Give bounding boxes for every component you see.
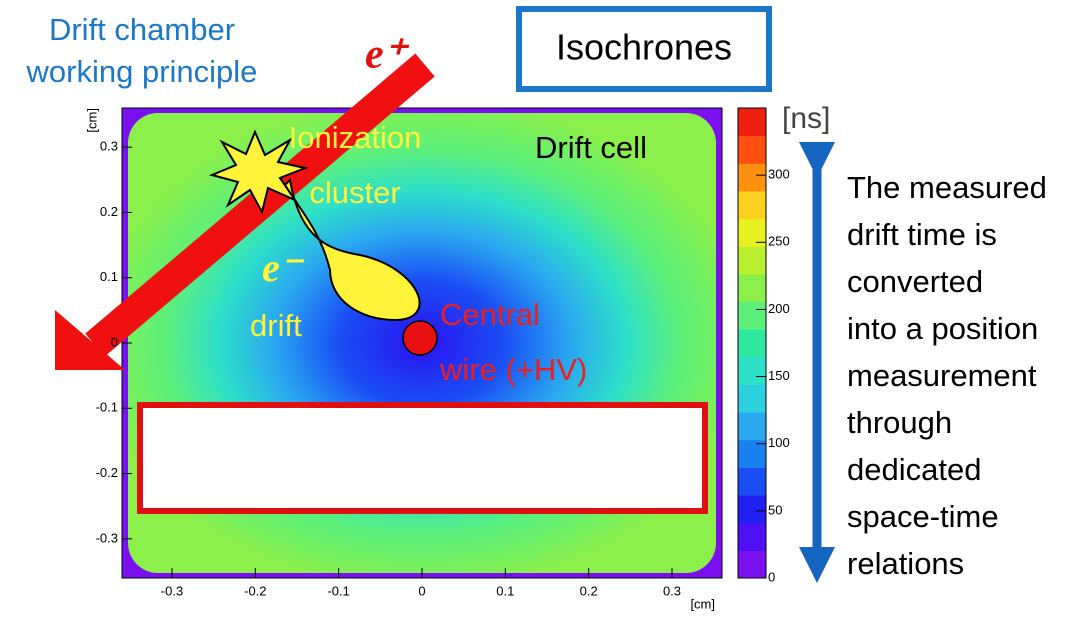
colorbar-band: [738, 495, 766, 523]
wire-line: Central: [440, 297, 540, 332]
central-wire: [403, 321, 437, 355]
title-line: working principle: [26, 54, 258, 89]
y-tick-label: 0.2: [100, 204, 118, 219]
ionization-line: Ionization: [289, 120, 422, 155]
title: Drift chamber working principle: [26, 12, 258, 89]
explanation-line: into a position: [847, 311, 1038, 346]
colorbar-band: [738, 550, 766, 578]
x-tick-label: 0.2: [580, 583, 598, 598]
explanation-line: space-time: [847, 499, 999, 534]
colorbar-band: [738, 246, 766, 274]
colorbar: [738, 108, 766, 579]
colorbar-band: [738, 384, 766, 412]
colorbar-band: [738, 302, 766, 330]
x-tick-label: 0.1: [496, 583, 514, 598]
y-tick-label: 0.1: [100, 269, 118, 284]
title-line: Drift chamber: [49, 12, 235, 47]
wire-line: wire (+HV): [439, 352, 587, 387]
x-axis-label: [cm]: [690, 596, 715, 611]
particle-label: e⁺: [365, 32, 410, 78]
y-axis-label: [cm]: [84, 108, 99, 133]
slide: Drift chamber working principle Isochrone…: [0, 0, 1073, 618]
colorbar-band: [738, 357, 766, 385]
explanation-line: dedicated: [847, 452, 981, 487]
drift-label: drift: [250, 308, 302, 343]
explanation-line: The measured: [847, 170, 1047, 205]
electron-label: e⁻: [262, 245, 305, 290]
x-tick-label: -0.2: [244, 583, 266, 598]
x-tick-label: -0.1: [327, 583, 349, 598]
colorbar-tick-label: 250: [768, 234, 790, 249]
colorbar-band: [738, 191, 766, 219]
colorbar-tick-label: 0: [768, 569, 775, 584]
colorbar-tick-label: 50: [768, 502, 782, 517]
explanation-line: relations: [847, 546, 964, 581]
explanation-line: converted: [847, 264, 983, 299]
amplification-box: [140, 405, 705, 511]
colorbar-label: [ns]: [782, 102, 830, 135]
explanation-line: drift time is: [847, 217, 997, 252]
box-title: Isochrones: [556, 27, 732, 68]
y-tick-label: 0.3: [100, 139, 118, 154]
x-tick-label: 0.3: [663, 583, 681, 598]
x-tick-label: 0: [418, 583, 425, 598]
explanation-line: through: [847, 405, 952, 440]
colorbar-band: [738, 467, 766, 495]
colorbar-tick-label: 100: [768, 435, 790, 450]
cell-label: Drift cell: [535, 130, 647, 165]
colorbar-band: [738, 136, 766, 164]
colorbar-band: [738, 108, 766, 136]
y-tick-label: 0: [111, 334, 118, 349]
colorbar-tick-label: 200: [768, 301, 790, 316]
colorbar-band: [738, 523, 766, 551]
colorbar-band: [738, 163, 766, 191]
colorbar-band: [738, 274, 766, 302]
y-tick-label: -0.1: [96, 400, 118, 415]
colorbar-tick-label: 300: [768, 167, 790, 182]
y-tick-label: -0.2: [96, 465, 118, 480]
x-tick-label: -0.3: [161, 583, 183, 598]
explanation-line: measurement: [847, 358, 1037, 393]
colorbar-tick-label: 150: [768, 368, 790, 383]
colorbar-band: [738, 412, 766, 440]
colorbar-band: [738, 329, 766, 357]
y-tick-label: -0.3: [96, 530, 118, 545]
ionization-line: cluster: [309, 175, 400, 210]
